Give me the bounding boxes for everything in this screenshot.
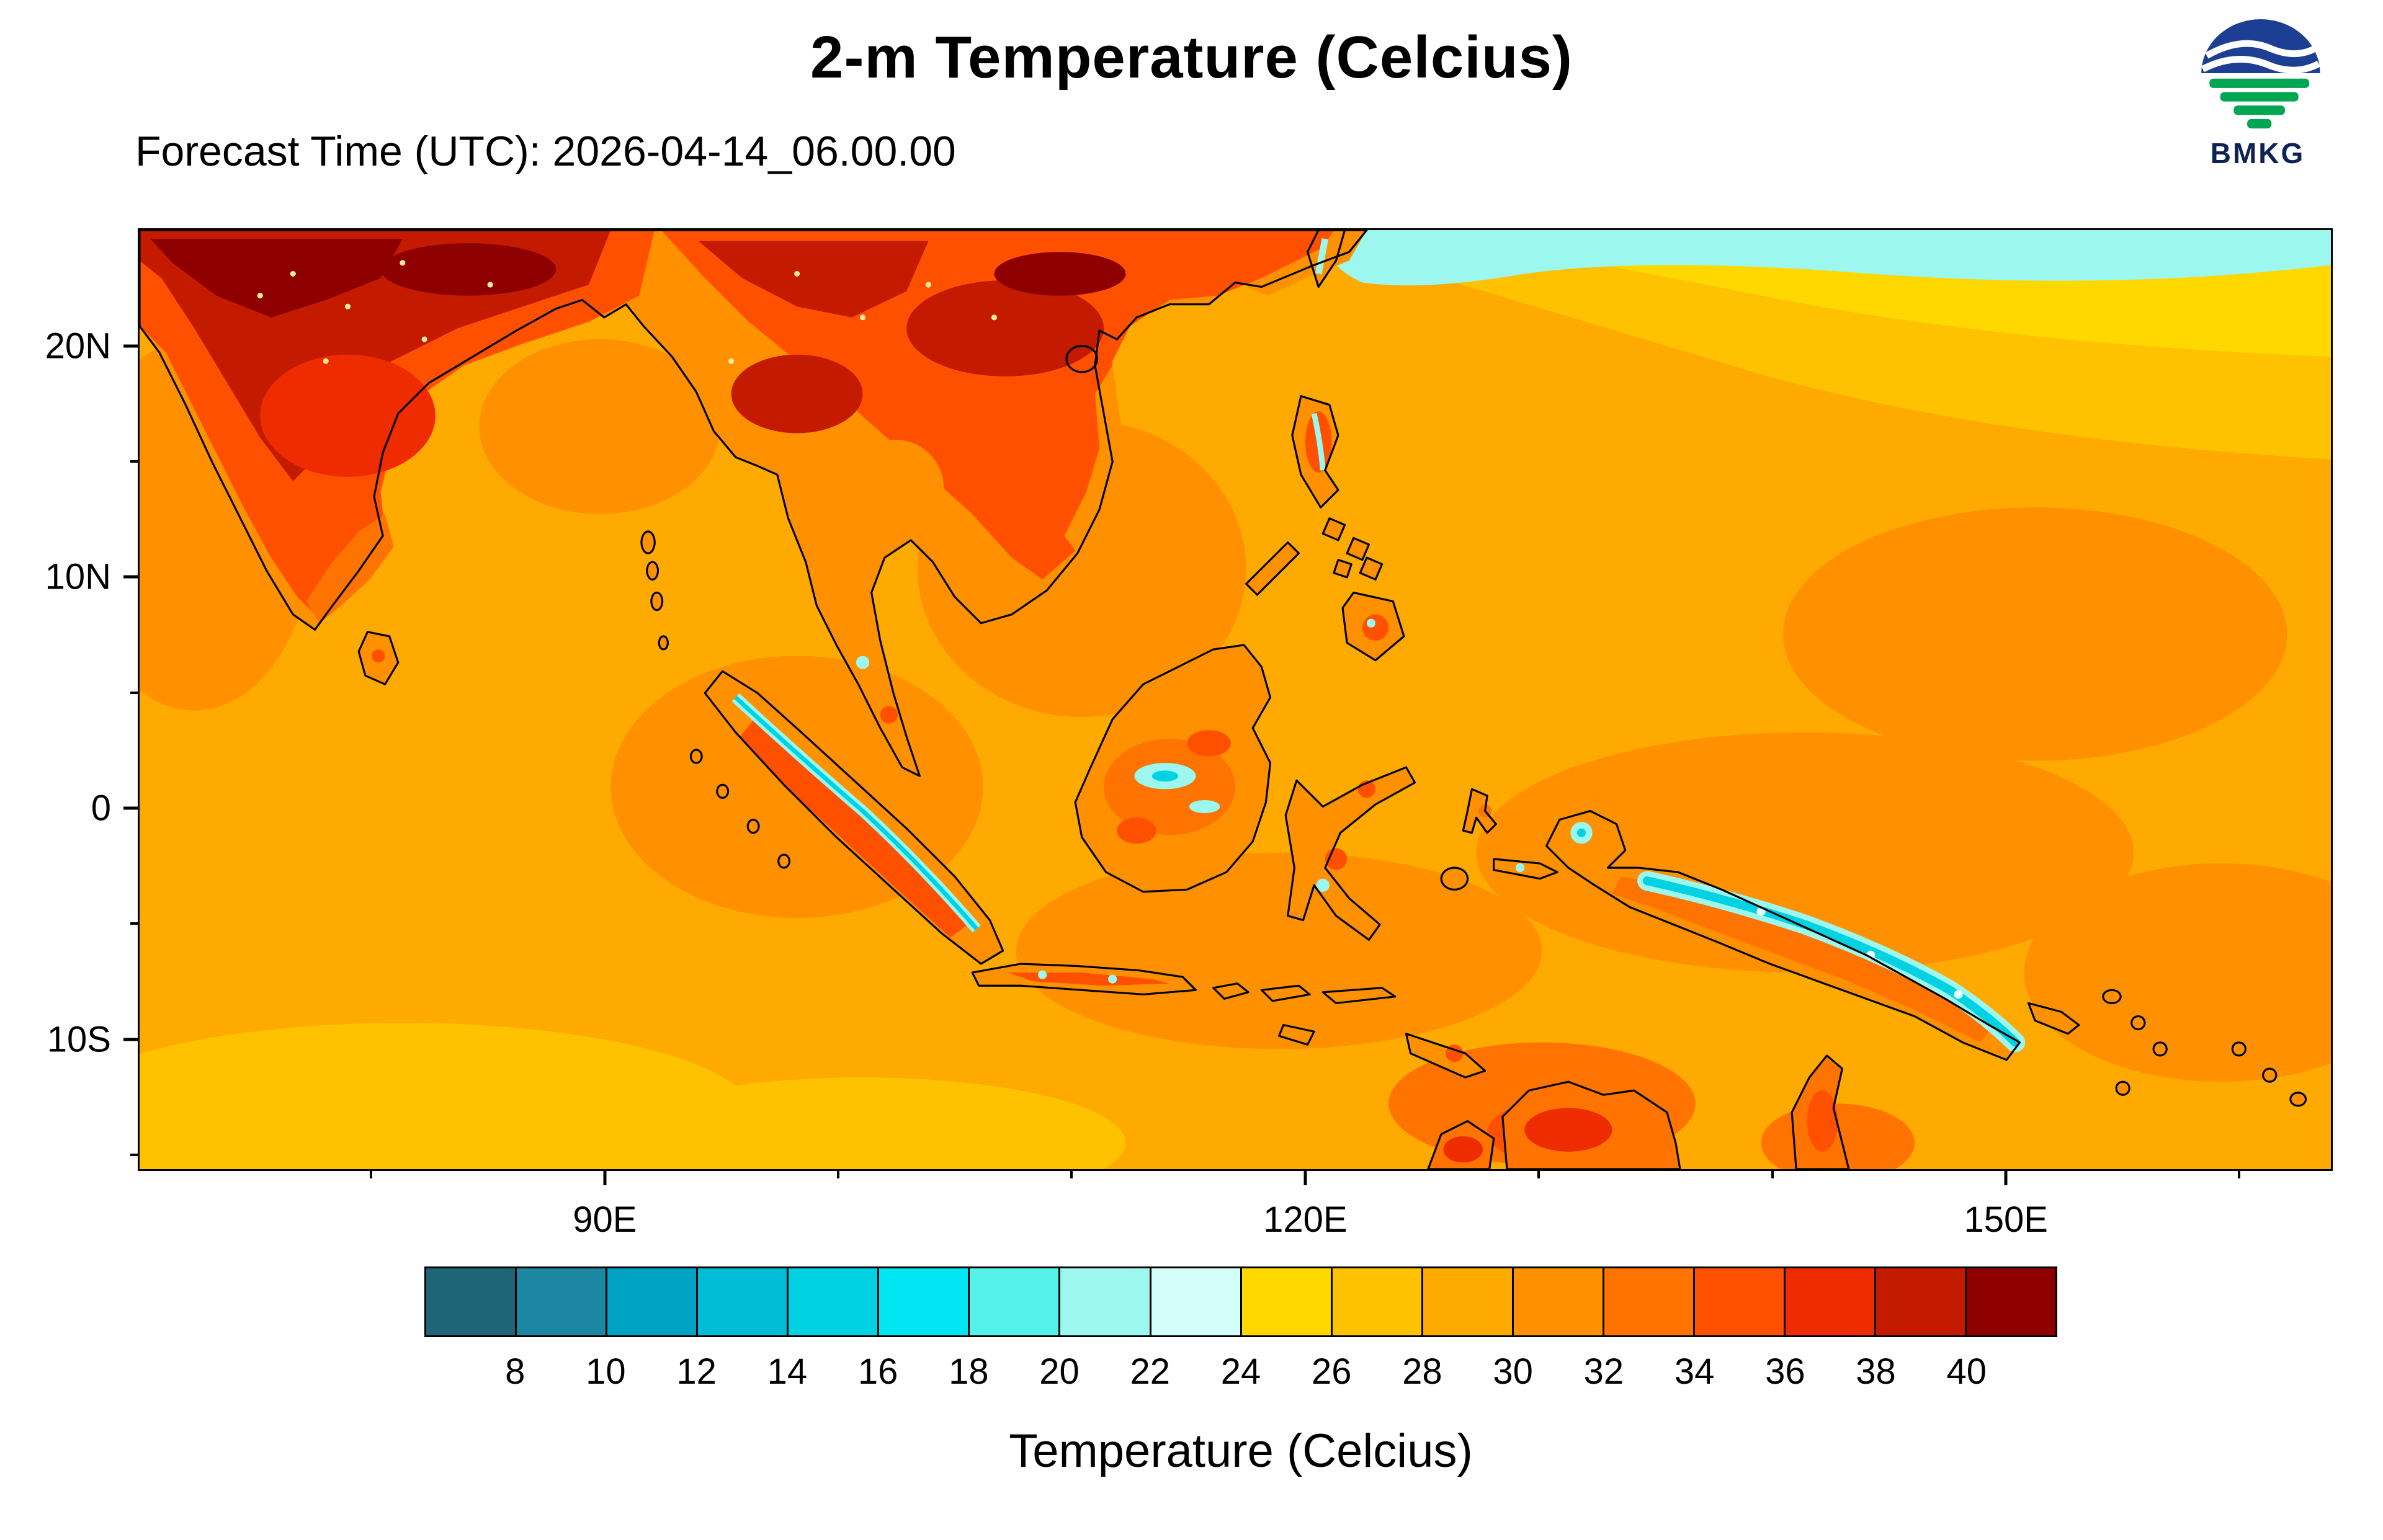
x-tick [1303,1169,1307,1185]
x-tick-label: 150E [1964,1200,2048,1240]
y-minor-tick [130,460,140,463]
colorbar-cell [1421,1268,1512,1335]
y-minor-tick [130,691,140,694]
colorbar-cells [424,1266,2057,1337]
y-minor-tick [130,922,140,925]
colorbar-cell [877,1268,968,1335]
colorbar-cell [1330,1268,1421,1335]
colorbar-cell [1874,1268,1965,1335]
colorbar-tick-label: 28 [1402,1351,1442,1392]
colorbar-title: Temperature (Celcius) [1009,1425,1473,1477]
temperature-map: 20N 10N 0 10S 90E 120E 150E [45,228,2333,1240]
colorbar-tick-label: 40 [1946,1351,1987,1392]
colorbar-cell [515,1268,606,1335]
y-tick-label: 0 [91,788,111,829]
colorbar-cell [1602,1268,1693,1335]
colorbar-tick-label: 32 [1583,1351,1624,1392]
colorbar-cell [606,1268,697,1335]
colorbar-cell [1511,1268,1603,1335]
map-canvas [140,230,2331,1169]
bmkg-logo-graphic [2201,19,2320,129]
colorbar-tick-label: 8 [505,1351,525,1392]
x-minor-tick [1537,1169,1540,1178]
colorbar-cell [1240,1268,1331,1335]
y-tick-label: 10N [45,556,111,597]
colorbar-cell [1692,1268,1784,1335]
colorbar-tick-label: 18 [949,1351,989,1392]
colorbar-cell [1965,1268,2056,1335]
y-axis: 20N 10N 0 10S [31,228,140,1171]
colorbar-tick-label: 10 [586,1351,626,1392]
x-minor-tick [836,1169,839,1178]
colorbar-labels: 8 10 12 14 16 18 20 22 24 26 28 30 32 34 36 38 40 [424,1337,2057,1399]
colorbar-tick-label: 20 [1039,1351,1080,1392]
y-tick [123,575,140,579]
bmkg-logo-text: BMKG [2210,137,2305,169]
colorbar-tick-label: 38 [1856,1351,1896,1392]
colorbar-tick-label: 34 [1674,1351,1715,1392]
colorbar-tick-label: 36 [1765,1351,1805,1392]
x-tick-label: 90E [573,1200,637,1240]
colorbar-tick-label: 22 [1130,1351,1171,1392]
colorbar-cell [787,1268,878,1335]
bmkg-logo: BMKG [2177,11,2338,170]
colorbar-cell [426,1268,516,1335]
colorbar-tick-label: 26 [1311,1351,1352,1392]
x-minor-tick [370,1169,373,1178]
colorbar-tick-label: 12 [676,1351,717,1392]
x-axis: 90E 120E 150E [138,1169,2333,1262]
colorbar-tick-label: 14 [767,1351,808,1392]
colorbar: 8 10 12 14 16 18 20 22 24 26 28 30 32 34 36 38 40 [424,1266,2057,1399]
y-tick [123,806,140,810]
colorbar-cell [1783,1268,1874,1335]
colorbar-cell [968,1268,1059,1335]
x-minor-tick [1070,1169,1073,1178]
colorbar-tick-label: 30 [1493,1351,1533,1392]
page-title: 2-m Temperature (Celcius) [810,24,1573,91]
y-tick-label: 20N [45,326,111,367]
y-minor-tick [130,1153,140,1156]
x-minor-tick [1771,1169,1774,1178]
y-tick [123,344,140,348]
y-tick-label: 10S [47,1019,111,1059]
y-tick [123,1038,140,1041]
colorbar-cell [696,1268,787,1335]
x-minor-tick [2238,1169,2241,1178]
colorbar-tick-label: 24 [1220,1351,1261,1392]
colorbar-tick-label: 16 [857,1351,898,1392]
x-tick [2004,1169,2008,1185]
colorbar-cell [1058,1268,1150,1335]
x-tick-label: 120E [1263,1200,1348,1240]
forecast-time-label: Forecast Time (UTC): 2026-04-14_06.00.00 [135,128,956,175]
colorbar-cell [1149,1268,1240,1335]
x-tick [603,1169,607,1185]
